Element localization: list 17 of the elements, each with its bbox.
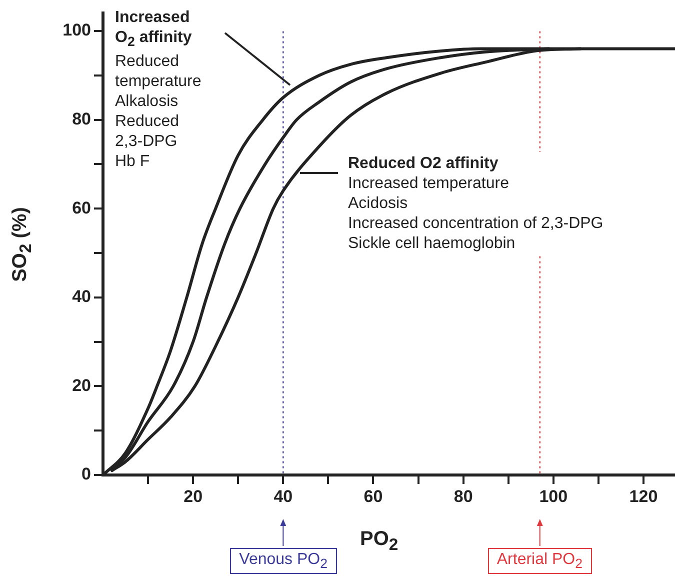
x-tick-label: 120 <box>629 486 658 506</box>
ref-line-label: Venous PO$_{2}$ <box>230 548 337 574</box>
x-tick-label: 40 <box>274 486 293 506</box>
x-axis-title: PO$_{2}$ <box>360 528 398 555</box>
x-tick-label: 80 <box>454 486 473 506</box>
y-tick-label: 0 <box>82 464 91 484</box>
y-tick-label: 80 <box>72 109 91 128</box>
y-tick-label: 40 <box>72 287 91 306</box>
x-tick-label: 100 <box>539 486 568 506</box>
y-tick-label: 100 <box>62 20 91 40</box>
ref-line-label: Arterial PO$_{2}$ <box>488 548 592 574</box>
text: Increased O$_{2}$ affinity Reduced temperature Alkalosis Reduced 2,3-DPG Hb F <box>115 9 202 170</box>
y-tick-label: 20 <box>72 376 91 395</box>
x-tick-label: 60 <box>364 486 383 506</box>
annotation: Reduced O2 affinity Increased temperature Acidosis Increased concentration of 2,3-DPG Sickle cell haemoglobin <box>348 152 604 256</box>
y-tick-label: 60 <box>72 198 91 218</box>
x-tick-label: 20 <box>184 486 203 506</box>
